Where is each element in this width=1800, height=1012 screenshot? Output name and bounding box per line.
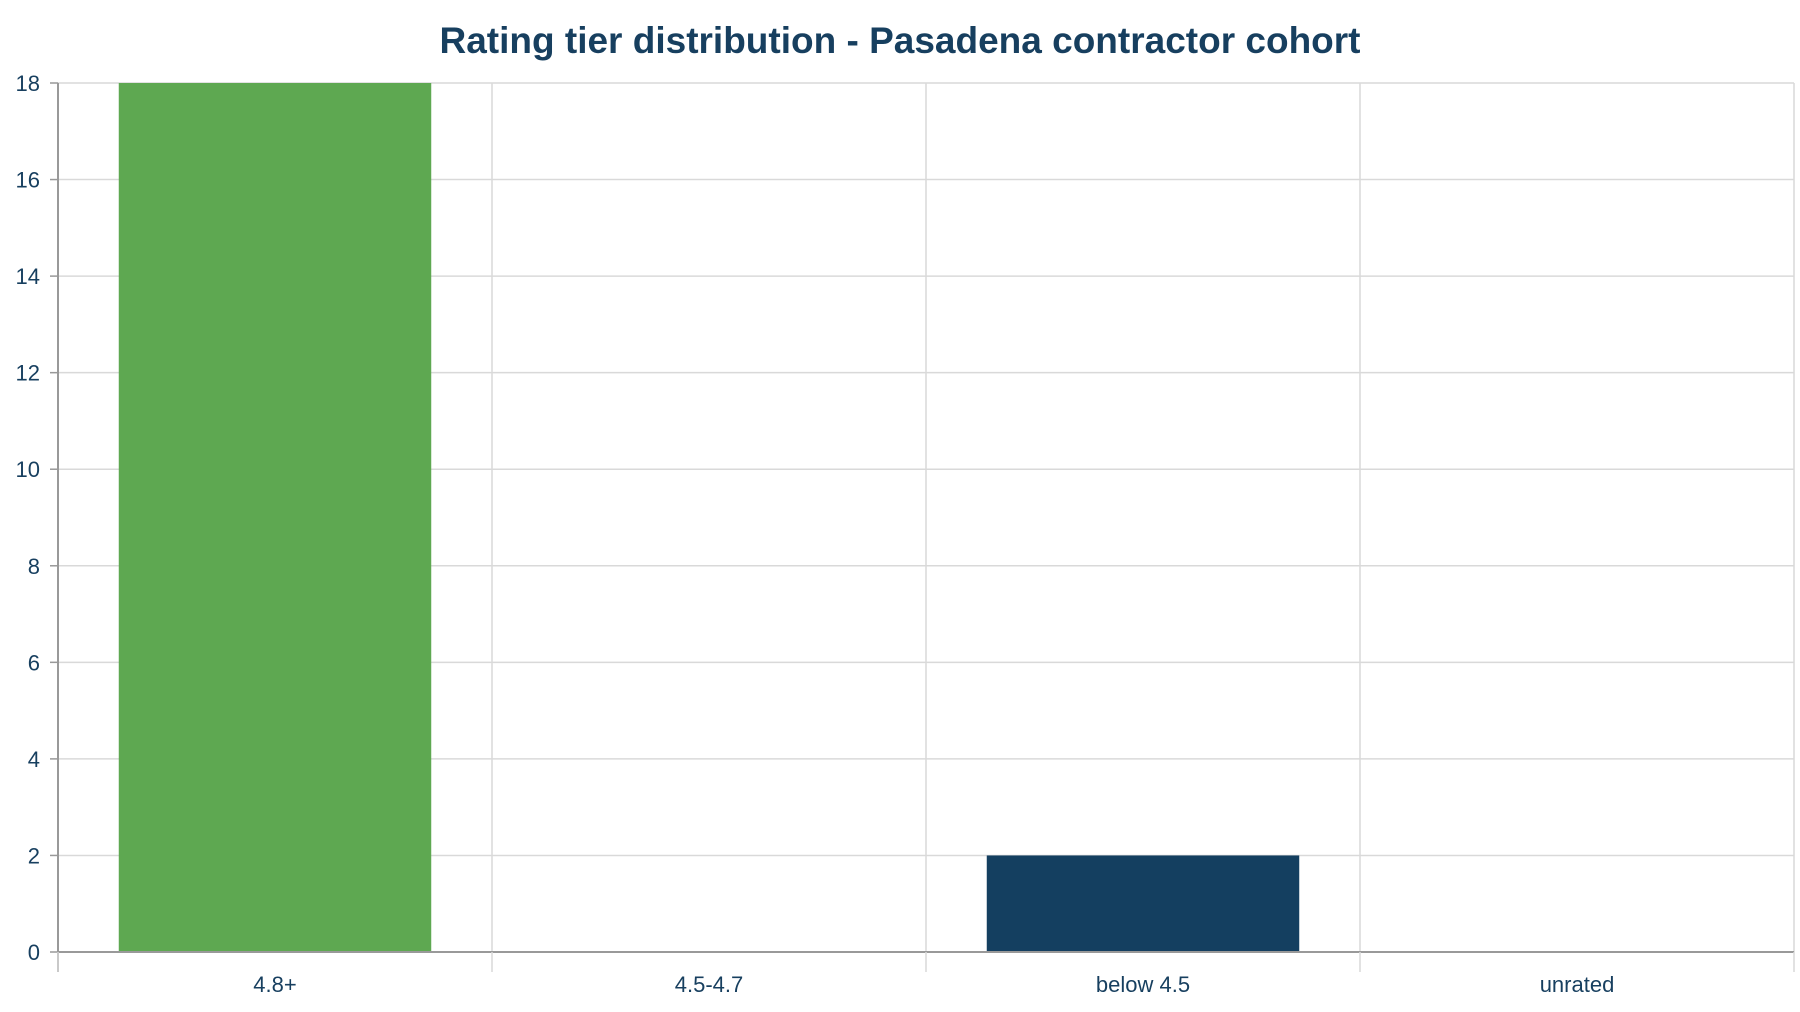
bars (118, 83, 1300, 952)
x-tick-label: 4.5-4.7 (675, 972, 744, 997)
y-tick-label: 18 (16, 71, 40, 96)
axes (50, 82, 1795, 972)
y-tick-label: 6 (28, 650, 40, 675)
y-tick-label: 4 (28, 747, 40, 772)
y-tick-label: 8 (28, 554, 40, 579)
x-tick-label: below 4.5 (1096, 972, 1190, 997)
y-tick-label: 14 (16, 264, 40, 289)
bar-below-4-5 (986, 855, 1300, 952)
y-tick-label: 10 (16, 457, 40, 482)
x-tick-label: unrated (1540, 972, 1615, 997)
y-tick-label: 2 (28, 843, 40, 868)
y-tick-labels: 0 2 4 6 8 10 12 14 16 18 (16, 71, 40, 965)
bar-4-8- (118, 83, 432, 952)
y-tick-label: 0 (28, 940, 40, 965)
x-tick-labels: 4.8+ 4.5-4.7 below 4.5 unrated (253, 972, 1614, 997)
x-tick-label: 4.8+ (253, 972, 296, 997)
y-tick-label: 12 (16, 361, 40, 386)
chart-title: Rating tier distribution - Pasadena cont… (439, 20, 1361, 61)
y-tick-label: 16 (16, 168, 40, 193)
